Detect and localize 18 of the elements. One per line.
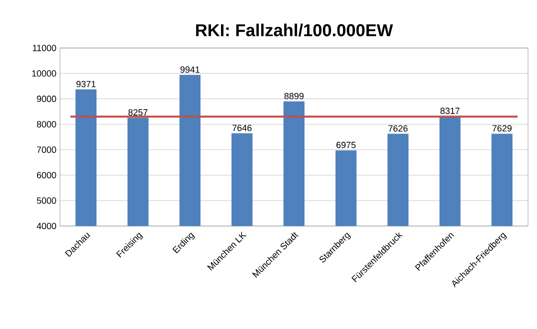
y-tick-label: 10000 [32, 70, 56, 77]
data-label: 8899 [284, 92, 304, 100]
y-tick-label: 4000 [36, 222, 56, 230]
data-label: 7646 [232, 124, 252, 132]
data-label: 9371 [76, 80, 96, 88]
data-label: 9941 [180, 66, 200, 73]
y-tick-label: 9000 [36, 96, 56, 102]
data-label: 7626 [388, 125, 408, 132]
y-tick-label: 8000 [36, 121, 56, 128]
y-tick-label: 7000 [36, 146, 56, 153]
data-label: 8317 [440, 108, 460, 114]
y-tick-label: 6000 [36, 172, 56, 178]
data-label: 8257 [128, 109, 148, 116]
data-label: 7629 [492, 125, 512, 132]
y-tick-label: 5000 [36, 197, 56, 204]
y-tick-label: 11000 [32, 44, 56, 52]
chart-title: RKI: Fallzahl/100.000EW [196, 24, 393, 37]
data-label: 6975 [336, 142, 356, 148]
